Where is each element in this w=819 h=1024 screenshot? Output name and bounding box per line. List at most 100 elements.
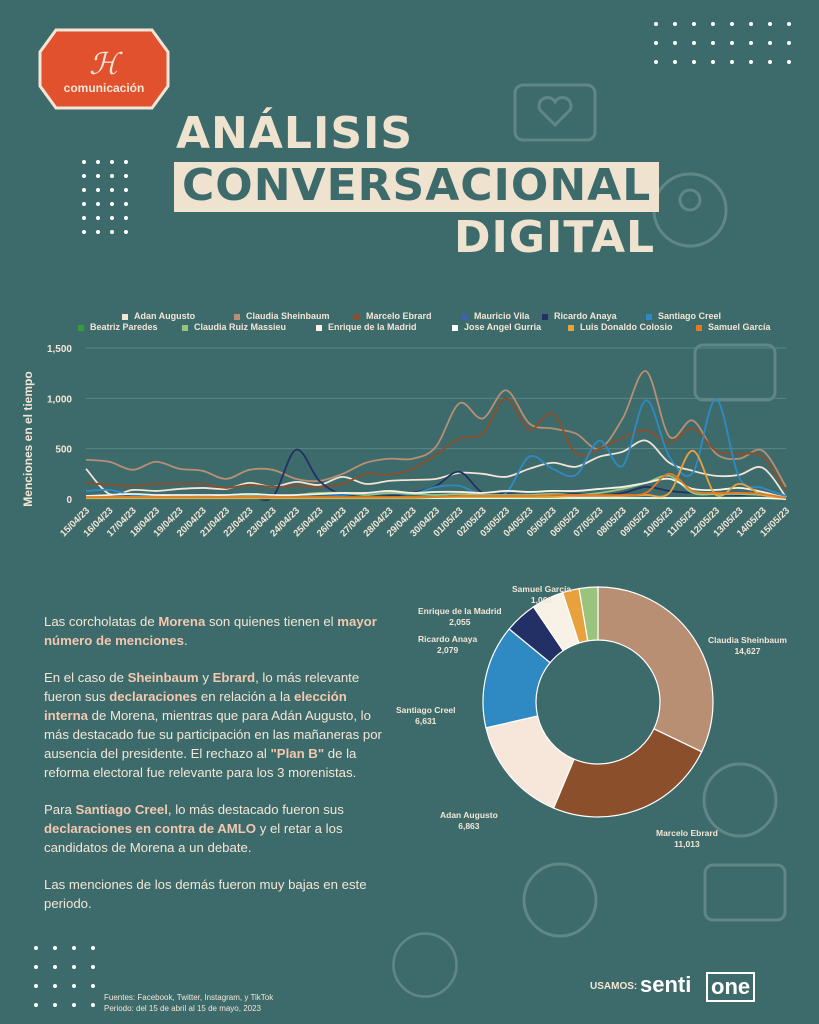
donut-label-name: Claudia Sheinbaum — [708, 635, 787, 645]
y-tick-label: 1,000 — [47, 394, 72, 405]
dot — [110, 160, 114, 164]
legend-item: Enrique de la Madrid — [316, 322, 417, 332]
dot — [110, 174, 114, 178]
line-chart: 1,5001,000500015/04/2316/04/2317/04/2318… — [47, 344, 792, 539]
dot — [768, 22, 772, 26]
dot — [692, 22, 696, 26]
dot — [110, 202, 114, 206]
dot — [72, 1003, 76, 1007]
dot — [124, 230, 128, 234]
footer-sources: Fuentes: Facebook, Twitter, Instagram, y… — [104, 992, 273, 1014]
dot — [787, 41, 791, 45]
dot — [654, 22, 658, 26]
dot — [53, 946, 57, 950]
user-add-icon — [392, 932, 458, 998]
body-text: Las corcholatas de Morena son quienes ti… — [44, 612, 394, 931]
donut-label-value: 14,627 — [734, 646, 761, 656]
sentione-logo-one: one — [706, 972, 756, 1002]
dot — [711, 41, 715, 45]
dot — [34, 984, 38, 988]
donut-slice — [597, 586, 714, 753]
usamos-label: USAMOS: — [590, 981, 638, 992]
dot — [768, 41, 772, 45]
title-line-3: DIGITAL — [454, 212, 656, 263]
legend-label: Jose Angel Gurria — [464, 322, 542, 332]
donut-label-name: Enrique de la Madrid — [418, 606, 502, 616]
dot — [96, 160, 100, 164]
series-line — [85, 439, 787, 498]
donut-chart — [482, 586, 714, 818]
title-line-1: ANÁLISIS — [176, 108, 414, 159]
legend-swatch — [462, 313, 468, 320]
dot — [749, 60, 753, 64]
dot — [673, 22, 677, 26]
dot — [82, 216, 86, 220]
donut-label-name: Santiago Creel — [396, 705, 456, 715]
brand-logo: ℋ comunicación — [38, 28, 170, 110]
legend-label: Marcelo Ebrard — [366, 311, 432, 321]
donut-label-value: 1,063 — [530, 595, 553, 605]
heart-chat-icon — [513, 83, 597, 142]
paragraph-1: Las corcholatas de Morena son quienes ti… — [44, 614, 377, 648]
donut-label-name: Adan Augusto — [440, 810, 498, 820]
legend-swatch — [696, 324, 702, 331]
dot — [82, 188, 86, 192]
dot — [673, 60, 677, 64]
y-tick-label: 1,500 — [47, 344, 72, 355]
user-add-icon — [522, 862, 598, 938]
dot — [692, 41, 696, 45]
donut-slice — [552, 728, 703, 818]
dot — [110, 230, 114, 234]
legend-label: Claudia Ruiz Massieu — [194, 322, 287, 332]
dot — [730, 22, 734, 26]
dot — [96, 188, 100, 192]
donut-label: Adan Augusto 6,863 — [440, 810, 498, 832]
dot — [787, 22, 791, 26]
dot — [82, 160, 86, 164]
paragraph-3: Para Santiago Creel, lo más destacado fu… — [44, 802, 344, 855]
user-add-icon — [652, 172, 728, 248]
dot — [711, 60, 715, 64]
donut-label-value: 2,055 — [449, 617, 471, 627]
series-line — [86, 472, 787, 499]
series-line — [85, 448, 787, 501]
dot — [53, 984, 57, 988]
legend-swatch — [122, 313, 128, 320]
dot — [730, 41, 734, 45]
donut-label: Santiago Creel 6,631 — [396, 705, 456, 727]
period-text: Periodo: del 15 de abril al 15 de mayo, … — [104, 1004, 261, 1013]
dot — [124, 188, 128, 192]
dot — [124, 216, 128, 220]
donut-label: Samuel García 1,063 — [512, 584, 571, 606]
sources-text: Fuentes: Facebook, Twitter, Instagram, y… — [104, 993, 274, 1002]
legend-swatch — [182, 324, 188, 331]
dot — [82, 230, 86, 234]
donut-label-name: Samuel García — [512, 584, 572, 594]
legend-item: Marcelo Ebrard — [354, 311, 432, 321]
dot — [34, 1003, 38, 1007]
legend-item: Adan Augusto — [122, 311, 195, 321]
legend-item: Jose Angel Gurria — [452, 322, 541, 332]
donut-label-value: 6,863 — [458, 821, 480, 831]
dot — [124, 202, 128, 206]
svg-text:ℋ: ℋ — [89, 47, 123, 82]
legend-swatch — [354, 313, 360, 320]
dot — [96, 202, 100, 206]
legend-label: Samuel García — [708, 322, 771, 332]
dot — [72, 984, 76, 988]
series-line — [85, 397, 787, 492]
logo-text: comunicación — [64, 81, 145, 95]
legend-label: Enrique de la Madrid — [328, 322, 417, 332]
legend-label: Claudia Sheinbaum — [246, 311, 330, 321]
dot — [53, 1003, 57, 1007]
legend-swatch — [78, 324, 84, 331]
donut-label: Ricardo Anaya 2,079 — [418, 634, 477, 656]
legend-swatch — [234, 313, 240, 320]
dot — [96, 216, 100, 220]
donut-slice — [578, 586, 599, 642]
series-line — [85, 477, 787, 499]
heart-chat-icon — [703, 863, 787, 922]
donut-label: Claudia Sheinbaum 14,627 — [708, 635, 787, 657]
legend-swatch — [646, 313, 652, 320]
legend-label: Luis Donaldo Colosio — [580, 322, 673, 332]
